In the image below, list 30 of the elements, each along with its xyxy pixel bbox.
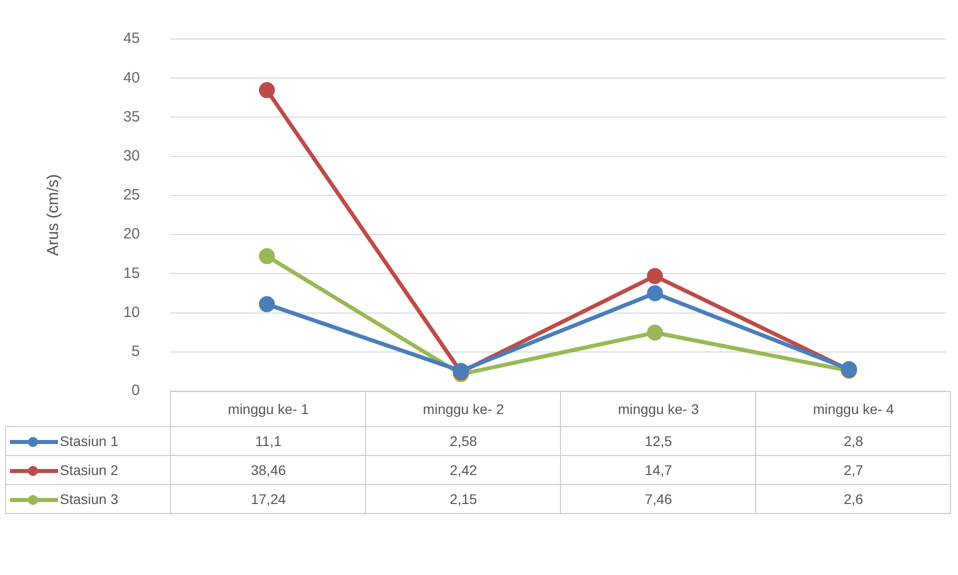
y-axis-title: Arus (cm/s)	[45, 174, 62, 256]
legend-label: Stasiun 2	[5, 456, 171, 484]
data-label: 2,7	[756, 456, 951, 484]
data-label: 2,8	[756, 426, 951, 456]
data-label: 12,5	[560, 426, 756, 456]
data-label: 7,46	[560, 484, 756, 514]
data-label: 38,46	[170, 456, 366, 484]
legend-label: Stasiun 1	[5, 426, 171, 456]
legend-label: Stasiun 3	[5, 484, 171, 514]
data-label: 2,42	[366, 456, 561, 484]
data-label: 2,58	[366, 426, 561, 456]
data-label: 2,6	[756, 484, 951, 514]
x-tick-label: minggu ke- 1	[170, 392, 366, 426]
y-tick-label: 35	[123, 108, 140, 126]
y-tick-label: 30	[123, 147, 140, 164]
data-label: 17,24	[170, 484, 366, 514]
data-label: 2,15	[366, 484, 561, 514]
y-tick-label: 25	[123, 186, 140, 204]
data-label: 11,1	[170, 426, 366, 456]
y-tick-label: 20	[123, 226, 140, 243]
y-tick-label: 10	[123, 304, 140, 321]
y-tick-label: 15	[123, 264, 140, 282]
y-tick-label: 0	[132, 382, 140, 400]
y-tick-label: 40	[123, 69, 140, 86]
x-tick-label: minggu ke- 2	[366, 392, 561, 426]
data-label: 14,7	[560, 456, 756, 484]
y-tick-label: 45	[123, 30, 140, 48]
x-tick-label: minggu ke- 4	[756, 392, 951, 426]
y-tick-label: 5	[132, 343, 140, 360]
x-tick-label: minggu ke- 3	[560, 392, 756, 426]
